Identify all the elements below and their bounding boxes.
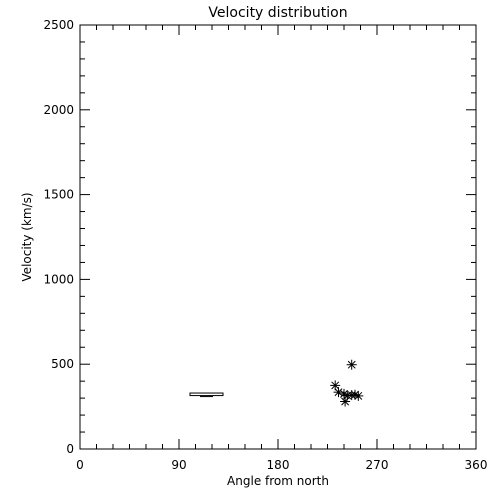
range-box xyxy=(189,392,224,397)
x-tick-label: 90 xyxy=(171,458,186,472)
y-tick-label: 1000 xyxy=(43,272,74,286)
plot-frame xyxy=(79,24,477,450)
y-tick-label: 2000 xyxy=(43,103,74,117)
y-axis-tick-labels: 0 500 1000 1500 2000 2500 xyxy=(43,18,74,456)
x-tick-label: 0 xyxy=(76,458,84,472)
box-layer xyxy=(189,392,224,398)
x-tick-label: 360 xyxy=(465,458,488,472)
y-tick-label: 1500 xyxy=(43,188,74,202)
y-tick-label: 500 xyxy=(51,357,74,371)
x-tick-label: 270 xyxy=(366,458,389,472)
data-points xyxy=(330,359,364,407)
y-tick-label: 0 xyxy=(66,442,74,456)
x-axis-ticks xyxy=(79,25,477,449)
y-axis-label: Velocity (km/s) xyxy=(20,192,34,281)
chart-title: Velocity distribution xyxy=(208,5,347,21)
data-point xyxy=(353,390,364,401)
y-axis-ticks xyxy=(80,24,476,450)
x-axis-label: Angle from north xyxy=(227,474,329,488)
data-point xyxy=(346,359,357,370)
x-tick-label: 180 xyxy=(267,458,290,472)
data-point xyxy=(340,396,351,407)
y-tick-label: 2500 xyxy=(43,18,74,32)
x-axis-tick-labels: 0 90 180 270 360 xyxy=(76,458,487,472)
